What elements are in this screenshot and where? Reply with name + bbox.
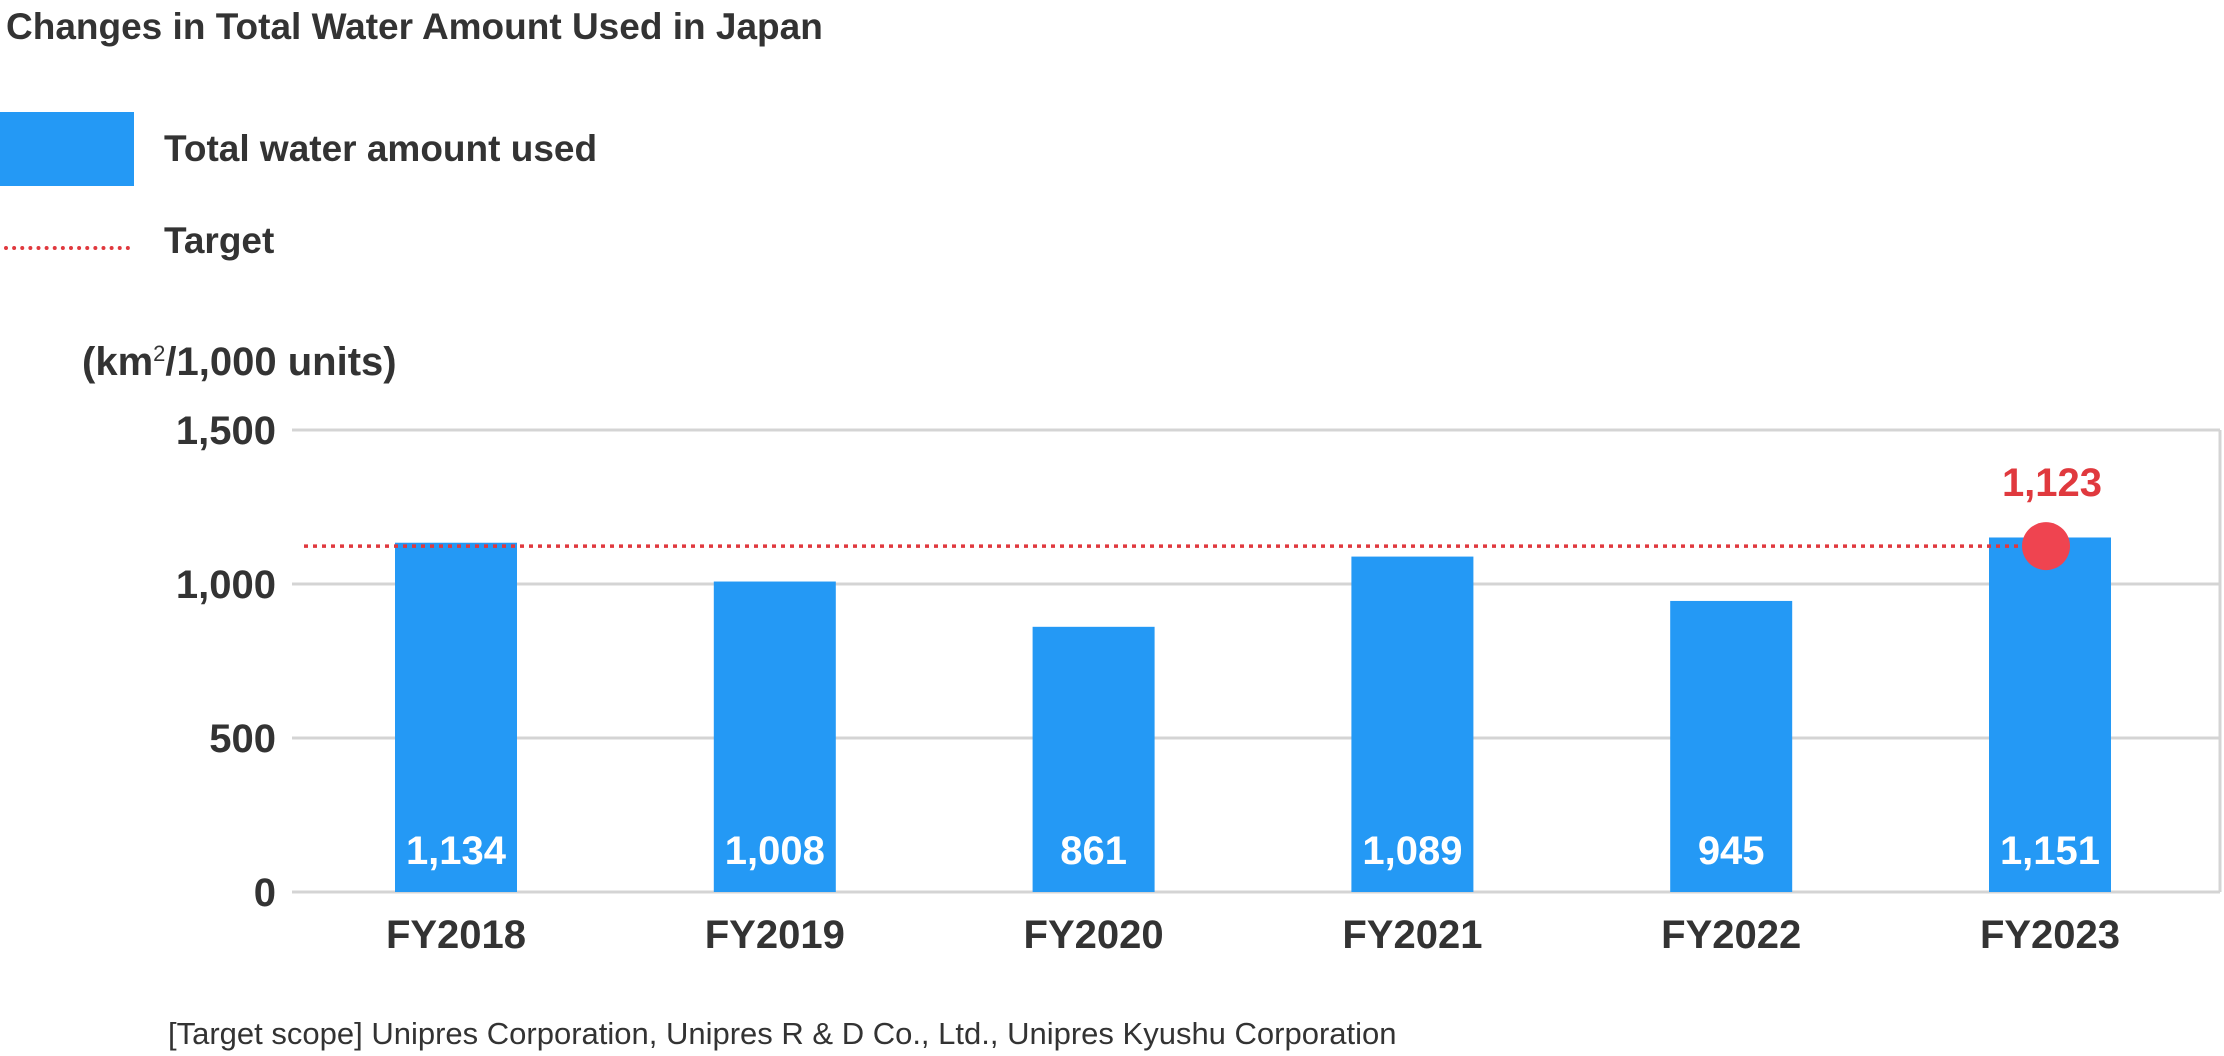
y-tick-label: 0 xyxy=(254,871,276,915)
x-tick-label: FY2019 xyxy=(705,913,845,957)
x-tick-label: FY2018 xyxy=(386,913,526,957)
bar xyxy=(1670,600,1793,892)
x-tick-label: FY2021 xyxy=(1342,913,1482,957)
bar-data-label: 1,151 xyxy=(2000,829,2100,873)
legend-label-target: Target xyxy=(164,220,275,261)
footnote-target-scope: [Target scope] Unipres Corporation, Unip… xyxy=(168,1016,1397,1051)
bar xyxy=(1032,626,1155,892)
legend-label-total-water: Total water amount used xyxy=(164,128,598,169)
bar-chart: 0 500 1,000 1,500 1,134 FY2018 1,008 FY2019 861 F… xyxy=(176,409,2222,957)
bar xyxy=(1989,537,2111,892)
bar-data-label: 1,089 xyxy=(1362,829,1462,873)
bar-data-label: 861 xyxy=(1060,829,1127,873)
x-tick-label: FY2023 xyxy=(1980,913,2120,957)
bar xyxy=(1351,556,1474,892)
y-tick-label: 1,000 xyxy=(176,563,276,607)
x-tick-label: FY2020 xyxy=(1024,913,1164,957)
bar-data-label: 1,008 xyxy=(725,829,825,873)
y-tick-label: 1,500 xyxy=(176,409,276,453)
target-marker xyxy=(2022,522,2070,571)
x-tick-label: FY2022 xyxy=(1661,913,1801,957)
legend-swatch-total-water xyxy=(0,112,134,186)
target-value-label: 1,123 xyxy=(2002,461,2102,505)
chart-title: Changes in Total Water Amount Used in Ja… xyxy=(6,6,823,47)
bar-data-label: 945 xyxy=(1698,829,1765,873)
bar xyxy=(395,542,517,892)
y-axis-unit-label: (km2/1,000 units) xyxy=(82,340,397,384)
y-tick-label: 500 xyxy=(209,717,276,761)
bar xyxy=(713,581,836,892)
legend-swatch-target xyxy=(4,246,130,250)
bar-data-label: 1,134 xyxy=(406,829,507,873)
